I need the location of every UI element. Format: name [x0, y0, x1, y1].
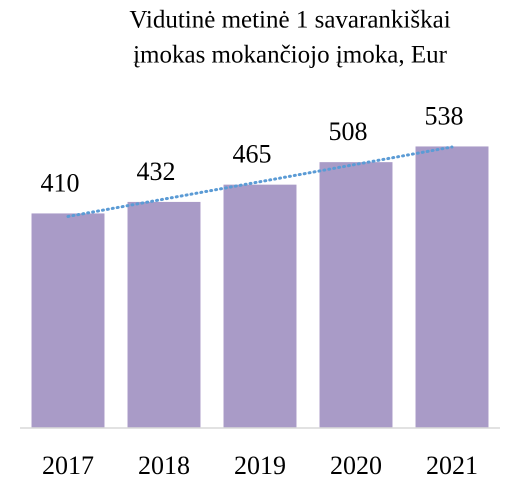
data-label: 432 — [137, 157, 176, 186]
x-tick-label: 2021 — [426, 451, 478, 480]
chart-title: Vidutinė metinė 1 savarankiškai — [129, 7, 450, 34]
x-tick-label: 2020 — [330, 451, 382, 480]
bar — [319, 162, 393, 428]
data-label: 410 — [41, 168, 80, 197]
chart-title: įmokas mokančiojo įmoka, Eur — [133, 42, 448, 69]
bar — [31, 213, 105, 428]
bar — [223, 184, 297, 428]
x-tick-label: 2017 — [42, 451, 94, 480]
x-tick-label: 2018 — [138, 451, 190, 480]
trendline — [66, 145, 454, 218]
data-label: 465 — [233, 140, 272, 169]
x-tick-label: 2019 — [234, 451, 286, 480]
bar — [127, 201, 201, 428]
data-label: 508 — [329, 117, 368, 146]
bar — [415, 146, 489, 429]
data-label: 538 — [425, 101, 464, 130]
